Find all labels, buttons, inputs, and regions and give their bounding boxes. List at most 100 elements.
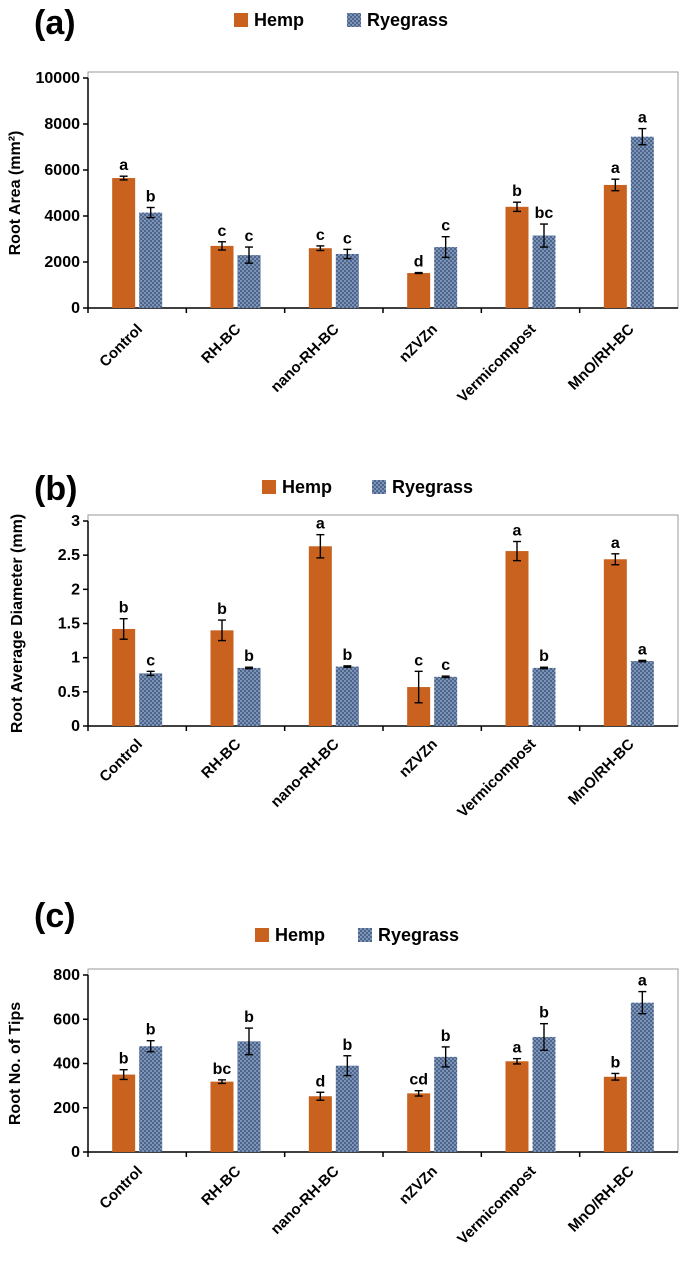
significance-label: c bbox=[146, 652, 155, 669]
y-axis-title: Root No. of Tips bbox=[7, 1002, 24, 1125]
x-tick-label: MnO/RH-BC bbox=[565, 321, 638, 394]
plot-frame bbox=[87, 968, 679, 1153]
y-tick-label: 2000 bbox=[44, 254, 80, 271]
y-tick-label: 0 bbox=[71, 718, 80, 735]
significance-label: b bbox=[119, 600, 129, 617]
x-tick-label: Vermicompost bbox=[454, 736, 539, 821]
y-tick-label: 10000 bbox=[36, 70, 81, 87]
bar-hemp-vermicompost bbox=[505, 1061, 529, 1152]
legend-swatch-ryegrass bbox=[358, 928, 372, 942]
significance-label: d bbox=[414, 254, 424, 271]
legend-label-ryegrass: Ryegrass bbox=[392, 477, 473, 497]
bar-ryegrass-control bbox=[139, 1046, 163, 1152]
significance-label: a bbox=[611, 535, 620, 552]
significance-label: a bbox=[638, 641, 647, 658]
y-tick-label: 0.5 bbox=[58, 684, 80, 701]
y-tick-label: 0 bbox=[71, 1144, 80, 1161]
x-tick-label: nano-RH-BC bbox=[268, 321, 343, 396]
significance-label: a bbox=[316, 516, 325, 533]
bar-ryegrass-nano-rh-bc bbox=[335, 253, 359, 308]
bar-ryegrass-vermicompost bbox=[532, 235, 556, 308]
y-tick-label: 200 bbox=[53, 1100, 80, 1117]
y-tick-label: 400 bbox=[53, 1056, 80, 1073]
legend-swatch-hemp bbox=[255, 928, 269, 942]
panel-label: (b) bbox=[34, 470, 77, 508]
y-tick-label: 800 bbox=[53, 967, 80, 984]
significance-label: a bbox=[638, 110, 647, 127]
x-tick-label: Control bbox=[96, 321, 146, 371]
bar-hemp-nano-rh-bc bbox=[308, 546, 332, 726]
significance-label: b bbox=[342, 647, 352, 664]
significance-label: b bbox=[119, 1051, 129, 1068]
significance-label: c bbox=[218, 223, 227, 240]
significance-label: b bbox=[244, 648, 254, 665]
legend-label-hemp: Hemp bbox=[275, 925, 325, 945]
x-tick-label: Control bbox=[96, 1163, 146, 1213]
bar-hemp-mno-rh-bc bbox=[603, 1076, 627, 1152]
significance-label: b bbox=[217, 601, 227, 618]
significance-label: b bbox=[244, 1009, 254, 1026]
legend: Hemp Ryegrass bbox=[255, 925, 459, 945]
x-tick-label: nZVZn bbox=[396, 1163, 441, 1208]
bar-hemp-nano-rh-bc bbox=[308, 1096, 332, 1152]
bar-ryegrass-mno-rh-bc bbox=[630, 136, 654, 308]
significance-label: d bbox=[315, 1073, 325, 1090]
x-tick-label: nZVZn bbox=[396, 321, 441, 366]
significance-label: b bbox=[539, 1005, 549, 1022]
x-tick-label: Vermicompost bbox=[454, 321, 539, 406]
bar-ryegrass-vermicompost bbox=[532, 1036, 556, 1152]
legend: Hemp Ryegrass bbox=[262, 477, 473, 497]
significance-label: bc bbox=[535, 205, 554, 222]
y-tick-label: 1 bbox=[71, 650, 80, 667]
bar-ryegrass-rh-bc bbox=[237, 255, 261, 308]
legend-label-hemp: Hemp bbox=[282, 477, 332, 497]
bar-ryegrass-mno-rh-bc bbox=[630, 661, 654, 726]
significance-label: a bbox=[611, 160, 620, 177]
bar-hemp-nzvzn bbox=[407, 1093, 431, 1152]
y-axis-title: Root Area (mm²) bbox=[7, 131, 24, 256]
significance-label: c bbox=[441, 218, 450, 235]
significance-label: b bbox=[441, 1028, 451, 1045]
legend-label-hemp: Hemp bbox=[254, 10, 304, 30]
bar-ryegrass-rh-bc bbox=[237, 667, 261, 726]
legend-swatch-ryegrass bbox=[347, 13, 361, 27]
significance-label: c bbox=[414, 652, 423, 669]
panel-label: (a) bbox=[34, 4, 76, 42]
significance-label: a bbox=[119, 157, 128, 174]
significance-label: a bbox=[513, 1040, 522, 1057]
bar-ryegrass-nzvzn bbox=[434, 676, 458, 726]
bar-hemp-nzvzn bbox=[407, 687, 431, 726]
x-tick-label: MnO/RH-BC bbox=[565, 1163, 638, 1236]
y-tick-label: 600 bbox=[53, 1011, 80, 1028]
significance-label: b bbox=[539, 648, 549, 665]
bar-hemp-rh-bc bbox=[210, 245, 234, 308]
significance-label: b bbox=[146, 188, 156, 205]
significance-label: c bbox=[316, 227, 325, 244]
y-tick-label: 1.5 bbox=[58, 616, 80, 633]
significance-label: c bbox=[441, 657, 450, 674]
y-tick-label: 2 bbox=[71, 581, 80, 598]
bar-hemp-mno-rh-bc bbox=[603, 559, 627, 726]
x-tick-label: MnO/RH-BC bbox=[565, 736, 638, 809]
x-tick-label: Control bbox=[96, 736, 146, 786]
plot-frame bbox=[87, 514, 679, 727]
y-tick-label: 6000 bbox=[44, 162, 80, 179]
y-tick-label: 0 bbox=[71, 300, 80, 317]
bar-ryegrass-vermicompost bbox=[532, 667, 556, 726]
bar-ryegrass-control bbox=[139, 673, 163, 726]
y-tick-label: 8000 bbox=[44, 116, 80, 133]
bar-ryegrass-nzvzn bbox=[434, 1056, 458, 1152]
bar-hemp-control bbox=[112, 178, 136, 308]
significance-label: b bbox=[610, 1054, 620, 1071]
x-tick-label: RH-BC bbox=[198, 321, 244, 367]
bar-hemp-control bbox=[112, 628, 136, 726]
bar-ryegrass-nzvzn bbox=[434, 247, 458, 308]
bar-hemp-rh-bc bbox=[210, 630, 234, 726]
bar-ryegrass-control bbox=[139, 212, 163, 308]
y-axis-title: Root Average Diameter (mm) bbox=[9, 514, 26, 733]
y-tick-label: 3 bbox=[71, 513, 80, 530]
significance-label: a bbox=[638, 973, 647, 990]
chart-panel-c: (c) Hemp Ryegrass 0 200 400 600 800 Root No. of … bbox=[7, 897, 679, 1248]
plot-frame bbox=[87, 71, 679, 309]
y-tick-label: 4000 bbox=[44, 208, 80, 225]
